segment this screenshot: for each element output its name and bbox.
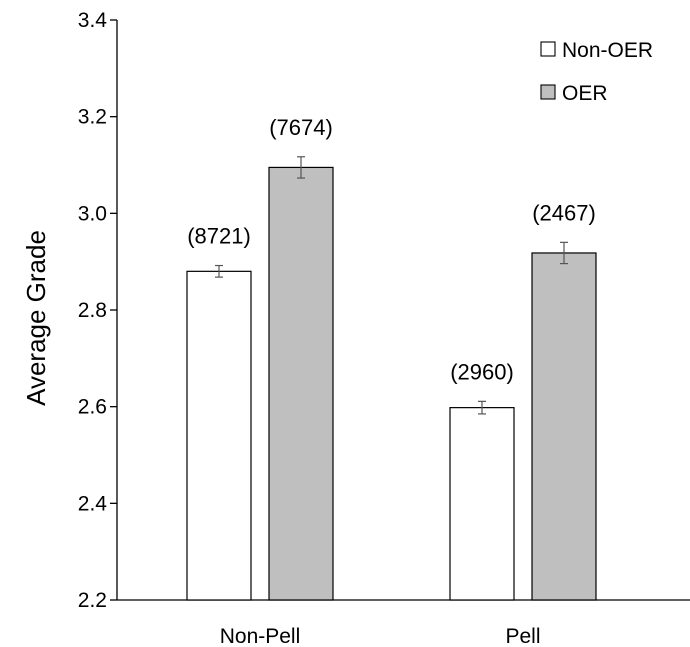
y-tick-label: 3.4: [78, 9, 108, 32]
y-axis-title: Average Grade: [21, 230, 51, 406]
plot-area: 2.2 2.4 2.6 2.8 3.0 3.2 3.4 (8721) (7674) Non-Pel…: [78, 9, 690, 647]
legend-swatch-non-oer: [540, 41, 556, 57]
data-label: (2467): [532, 200, 596, 225]
legend-swatch-oer: [540, 84, 556, 100]
y-tick-label: 3.0: [78, 202, 107, 225]
y-tick-label: 3.2: [78, 106, 107, 129]
y-tick-label: 2.6: [78, 396, 107, 419]
bar-oer-pell: [531, 252, 597, 601]
bar-non-oer-pell: [449, 407, 515, 601]
bar-non-oer-non-pell: [186, 270, 252, 601]
x-category-label: Non-Pell: [220, 625, 301, 647]
y-tick-label: 2.4: [78, 492, 108, 515]
data-label: (7674): [269, 115, 333, 140]
bar-oer-non-pell: [268, 166, 334, 601]
legend-label-oer: OER: [562, 82, 608, 105]
data-label: (8721): [187, 224, 251, 249]
y-tick-label: 2.2: [78, 589, 107, 612]
legend: Non-OER OER: [540, 39, 653, 105]
x-category-label: Pell: [505, 625, 540, 647]
data-label: (2960): [450, 359, 514, 384]
legend-label-non-oer: Non-OER: [562, 39, 653, 62]
y-tick-label: 2.8: [78, 299, 107, 322]
